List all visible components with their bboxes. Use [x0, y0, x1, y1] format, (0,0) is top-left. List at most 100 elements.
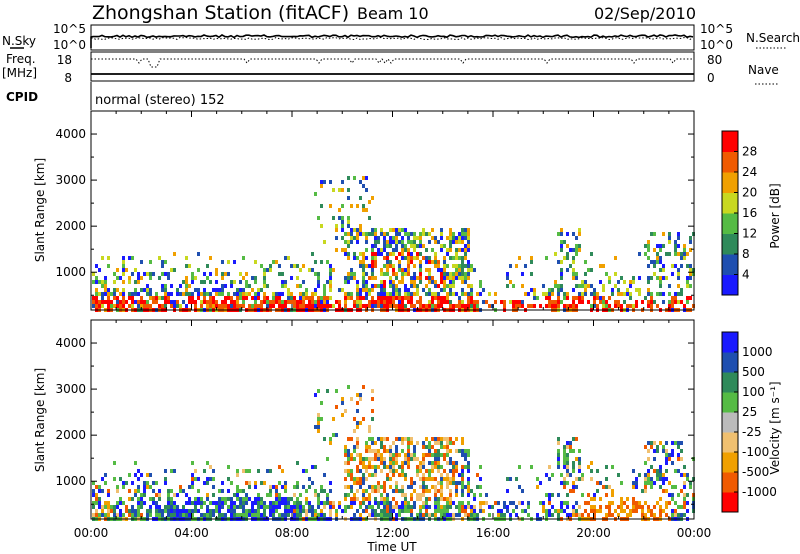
heatmap-cell: [575, 501, 578, 505]
heatmap-cell: [95, 304, 98, 308]
heatmap-cell: [341, 248, 344, 252]
heatmap-cell: [350, 437, 353, 441]
heatmap-cell: [131, 497, 134, 501]
heatmap-cell: [212, 296, 215, 300]
heatmap-cell: [290, 276, 293, 280]
heatmap-cell: [458, 304, 461, 308]
heatmap-cell: [611, 513, 614, 517]
heatmap-cell: [200, 304, 203, 308]
heatmap-cell: [674, 264, 677, 268]
heatmap-cell: [197, 268, 200, 272]
heatmap-cell: [569, 264, 572, 268]
heatmap-cell: [218, 292, 221, 296]
heatmap-cell: [158, 497, 161, 501]
heatmap-cell: [152, 497, 155, 501]
heatmap-cell: [383, 457, 386, 461]
heatmap-cell: [437, 260, 440, 264]
heatmap-cell: [317, 421, 320, 425]
heatmap-cell: [167, 300, 170, 304]
heatmap-cell: [332, 216, 335, 220]
heatmap-cell: [359, 421, 362, 425]
heatmap-cell: [137, 501, 140, 505]
heatmap-cell: [194, 300, 197, 304]
heatmap-cell: [626, 513, 629, 517]
heatmap-cell: [629, 304, 632, 308]
heatmap-cell: [374, 276, 377, 280]
heatmap-cell: [437, 453, 440, 457]
heatmap-cell: [677, 453, 680, 457]
heatmap-cell: [257, 296, 260, 300]
heatmap-cell: [392, 296, 395, 300]
heatmap-cell: [557, 296, 560, 300]
heatmap-cell: [182, 300, 185, 304]
heatmap-cell: [350, 477, 353, 481]
heatmap-cell: [308, 509, 311, 513]
heatmap-cell: [239, 505, 242, 509]
heatmap-cell: [107, 304, 110, 308]
heatmap-cell: [119, 300, 122, 304]
heatmap-cell: [683, 256, 686, 260]
heatmap-cell: [431, 248, 434, 252]
heatmap-cell: [557, 449, 560, 453]
heatmap-cell: [572, 272, 575, 276]
heatmap-cell: [245, 296, 248, 300]
heatmap-cell: [254, 300, 257, 304]
colorbar-swatch: [722, 274, 738, 296]
heatmap-cell: [404, 288, 407, 292]
heatmap-cell: [626, 304, 629, 308]
heatmap-cell: [218, 288, 221, 292]
heatmap-cell: [437, 284, 440, 288]
heatmap-cell: [185, 513, 188, 517]
heatmap-cell: [311, 481, 314, 485]
heatmap-cell: [554, 252, 557, 256]
heatmap-cell: [659, 473, 662, 477]
heatmap-cell: [272, 292, 275, 296]
heatmap-cell: [221, 505, 224, 509]
heatmap-cell: [341, 288, 344, 292]
heatmap-cell: [677, 284, 680, 288]
heatmap-cell: [422, 244, 425, 248]
heatmap-cell: [320, 489, 323, 493]
heatmap-cell: [134, 300, 137, 304]
heatmap-cell: [446, 437, 449, 441]
heatmap-cell: [461, 248, 464, 252]
heatmap-cell: [566, 445, 569, 449]
heatmap-cell: [239, 292, 242, 296]
heatmap-cell: [236, 489, 239, 493]
heatmap-cell: [587, 513, 590, 517]
heatmap-cell: [407, 240, 410, 244]
heatmap-cell: [566, 304, 569, 308]
heatmap-cell: [377, 292, 380, 296]
heatmap-cell: [359, 292, 362, 296]
heatmap-cell: [431, 304, 434, 308]
heatmap-cell: [347, 473, 350, 477]
heatmap-cell: [563, 445, 566, 449]
heatmap-cell: [467, 485, 470, 489]
heatmap-cell: [416, 465, 419, 469]
heatmap-cell: [146, 509, 149, 513]
heatmap-cell: [137, 505, 140, 509]
heatmap-cell: [251, 513, 254, 517]
heatmap-cell: [122, 256, 125, 260]
heatmap-cell: [122, 268, 125, 272]
heatmap-cell: [440, 453, 443, 457]
heatmap-cell: [446, 264, 449, 268]
heatmap-cell: [677, 457, 680, 461]
heatmap-cell: [365, 284, 368, 288]
heatmap-cell: [647, 240, 650, 244]
heatmap-cell: [365, 296, 368, 300]
heatmap-cell: [308, 268, 311, 272]
heatmap-cell: [455, 264, 458, 268]
heatmap-cell: [548, 477, 551, 481]
heatmap-cell: [440, 509, 443, 513]
heatmap-cell: [203, 292, 206, 296]
heatmap-cell: [578, 296, 581, 300]
heatmap-cell: [464, 228, 467, 232]
heatmap-cell: [332, 433, 335, 437]
heatmap-cell: [215, 268, 218, 272]
heatmap-cell: [551, 304, 554, 308]
heatmap-cell: [434, 264, 437, 268]
heatmap-cell: [395, 292, 398, 296]
heatmap-cell: [179, 485, 182, 489]
heatmap-cell: [113, 477, 116, 481]
